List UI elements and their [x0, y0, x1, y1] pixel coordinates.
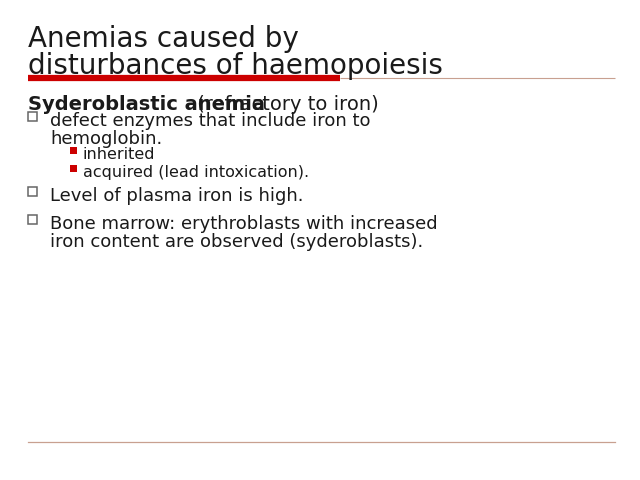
Bar: [70, 147, 77, 154]
Text: (refractory to iron): (refractory to iron): [191, 95, 379, 114]
Text: defect enzymes that include iron to: defect enzymes that include iron to: [50, 112, 371, 130]
Bar: [28, 187, 37, 196]
Bar: [28, 112, 37, 121]
Text: Syderoblastic anemia: Syderoblastic anemia: [28, 95, 265, 114]
Text: acquired (lead intoxication).: acquired (lead intoxication).: [83, 165, 309, 180]
Text: Anemias caused by: Anemias caused by: [28, 25, 299, 53]
Text: disturbances of haemopoiesis: disturbances of haemopoiesis: [28, 52, 443, 80]
Text: hemoglobin.: hemoglobin.: [50, 130, 163, 148]
Text: Level of plasma iron is high.: Level of plasma iron is high.: [50, 187, 303, 205]
Bar: [70, 165, 77, 172]
Bar: [28, 215, 37, 224]
Text: inherited: inherited: [83, 147, 156, 162]
Text: iron content are observed (syderoblasts).: iron content are observed (syderoblasts)…: [50, 233, 423, 251]
Text: Bone marrow: erythroblasts with increased: Bone marrow: erythroblasts with increase…: [50, 215, 438, 233]
